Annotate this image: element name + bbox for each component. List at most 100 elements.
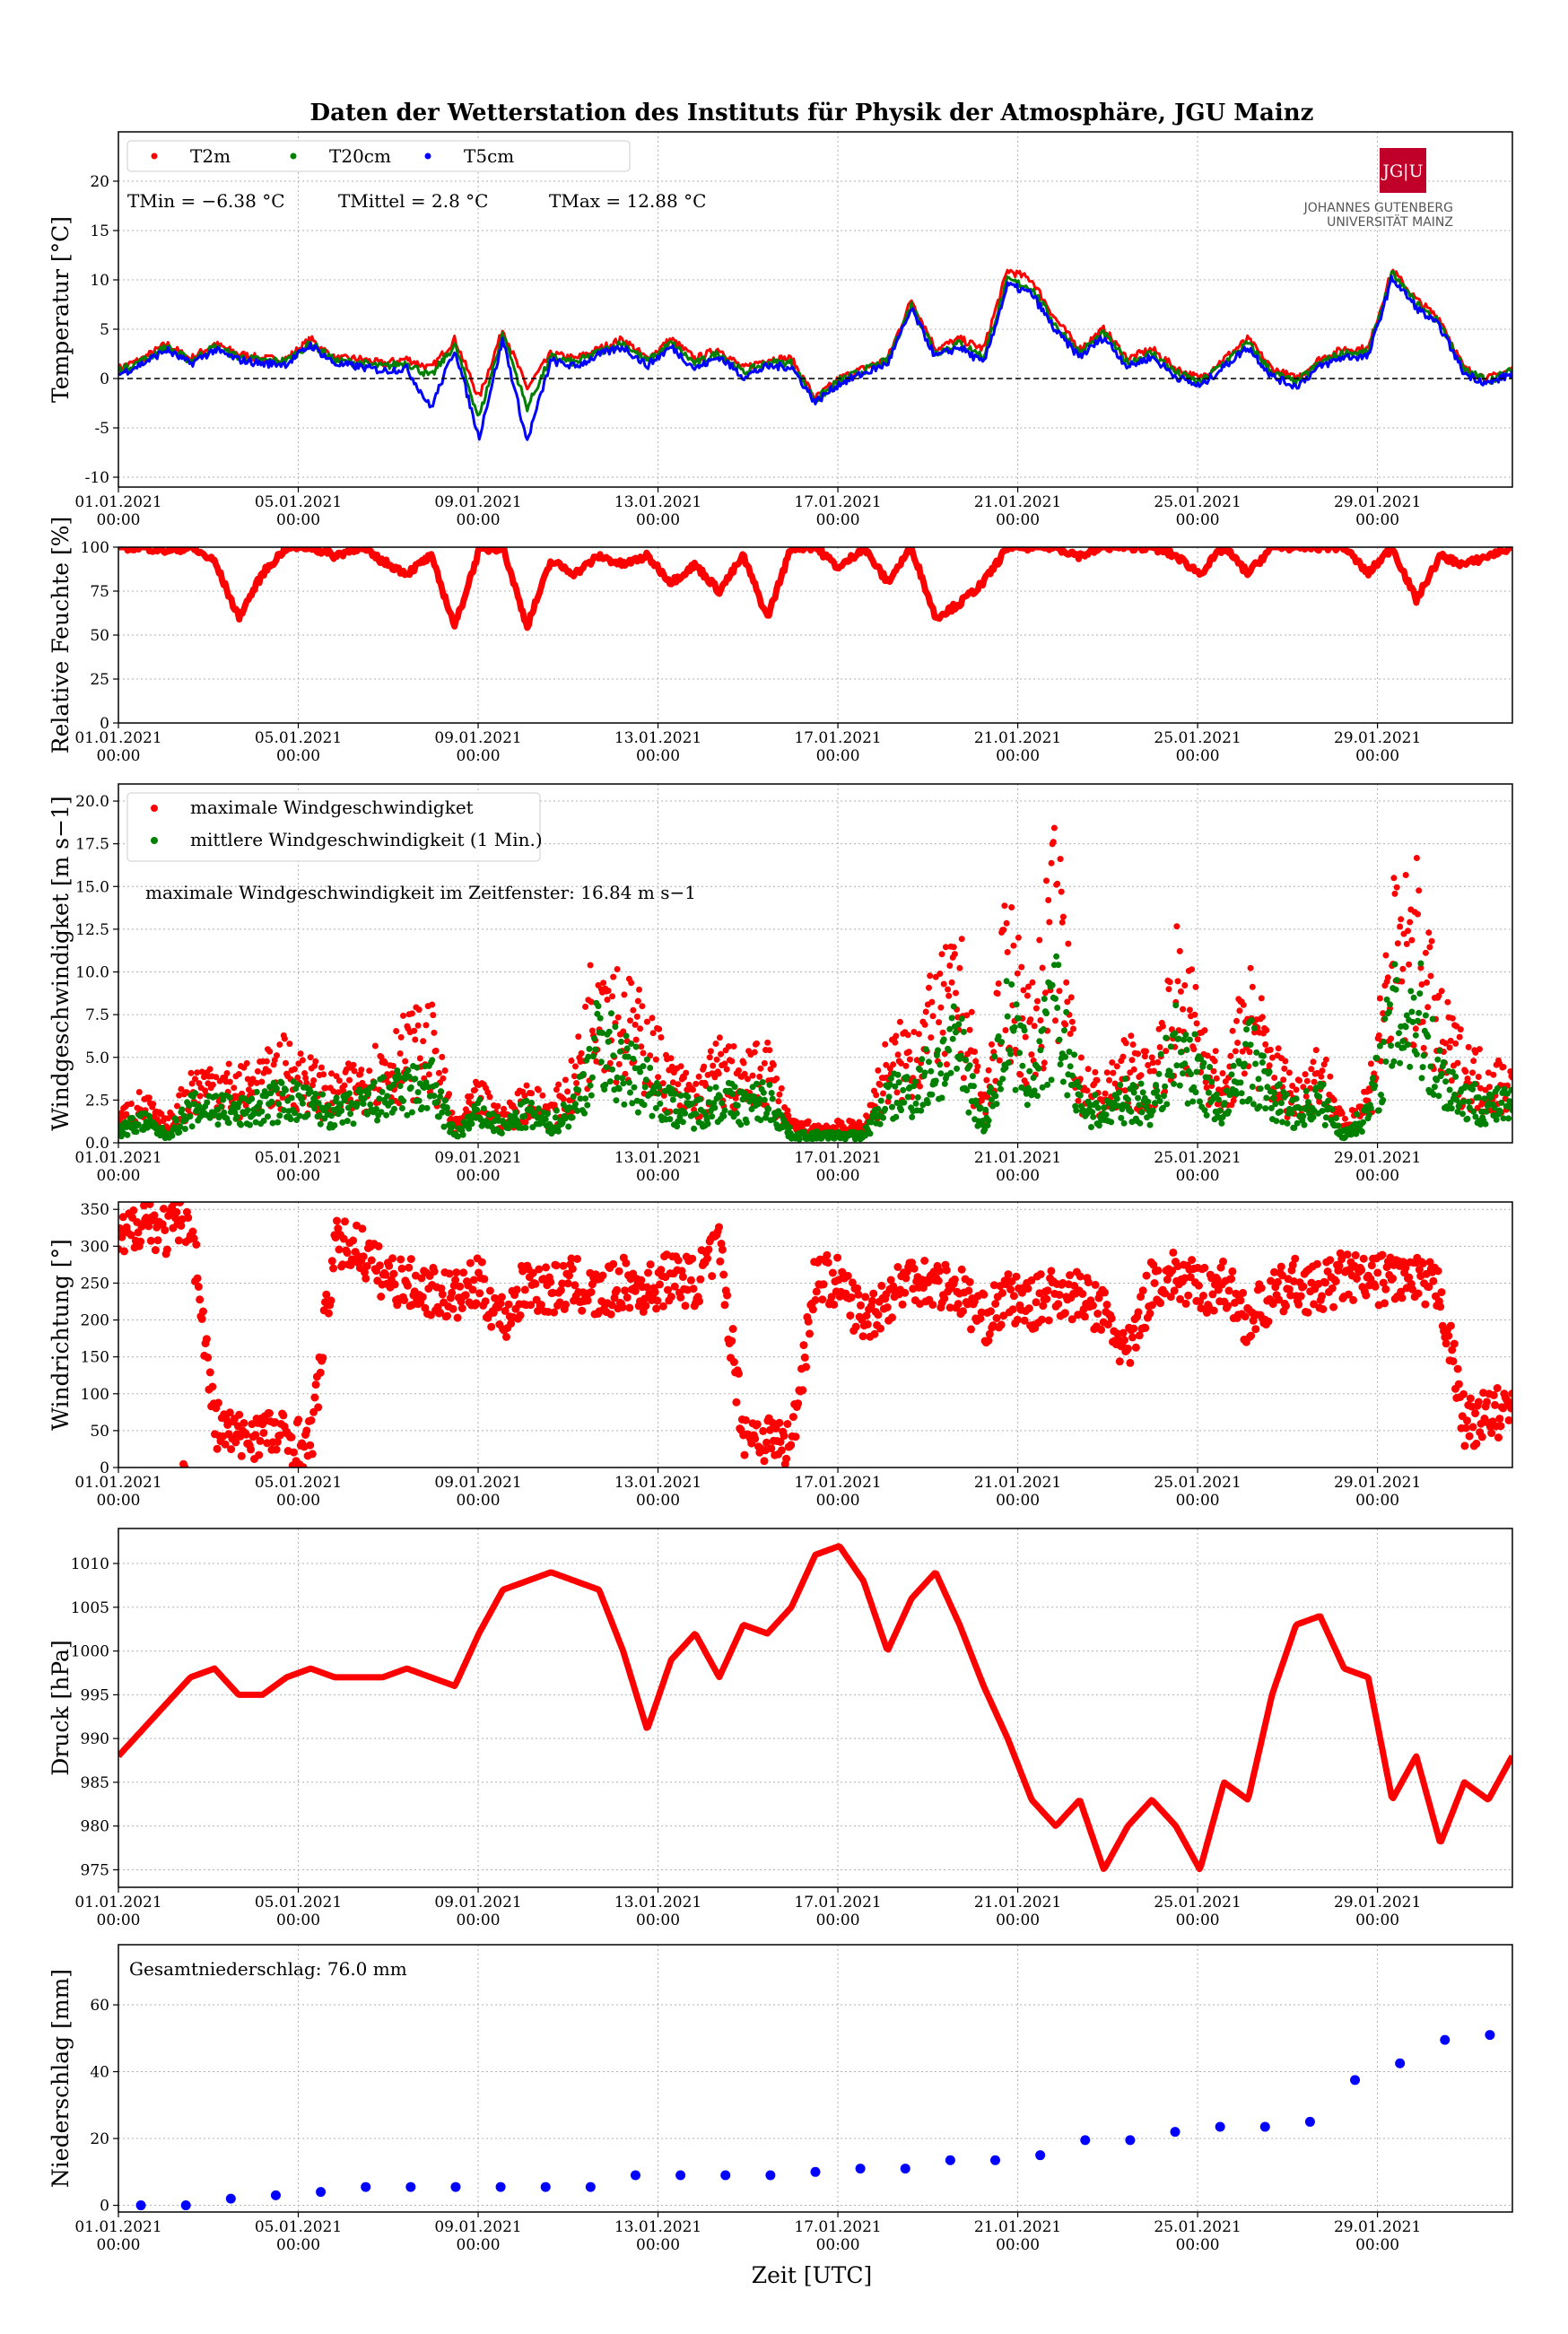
- wind-speed-point: [1251, 1024, 1258, 1032]
- y-tick-label: 0: [100, 2198, 109, 2216]
- wind-speed-point: [1471, 1081, 1478, 1087]
- wind-speed-point: [1328, 1106, 1336, 1113]
- wind-direction-point: [1468, 1423, 1477, 1432]
- wind-direction-point: [666, 1293, 675, 1302]
- wind-speed-point: [754, 1040, 760, 1047]
- wind-direction-point: [406, 1255, 415, 1264]
- wind-speed-point: [307, 1088, 314, 1095]
- wind-speed-point: [756, 1095, 763, 1102]
- wind-speed-point: [921, 1021, 928, 1028]
- wind-direction-point: [945, 1303, 954, 1312]
- precipitation-point: [1304, 2116, 1315, 2127]
- y-tick-label: 0: [100, 370, 109, 388]
- wind-speed-point: [176, 1128, 183, 1136]
- wind-speed-point: [1494, 1084, 1501, 1092]
- wind-speed-point: [1433, 1076, 1441, 1084]
- x-tick-label-date: 21.01.2021: [974, 1474, 1061, 1492]
- wind-direction-point: [1008, 1305, 1017, 1314]
- wind-direction-point: [631, 1286, 640, 1295]
- y-tick-label: 995: [81, 1686, 109, 1704]
- panel-wind_direction: 05010015020025030035001.01.202100:0005.0…: [48, 1201, 1513, 1510]
- wind-speed-point: [1200, 1059, 1207, 1067]
- wind-direction-point: [934, 1276, 943, 1285]
- wind-speed-point: [1263, 1027, 1270, 1033]
- wind-speed-point: [1062, 1021, 1069, 1028]
- wind-speed-point: [1061, 1027, 1067, 1034]
- wind-speed-point: [1424, 1033, 1432, 1041]
- wind-speed-point: [657, 1100, 664, 1107]
- wind-speed-point: [595, 1003, 602, 1010]
- x-tick-label-time: 00:00: [1355, 1912, 1399, 1929]
- legend-marker: [424, 152, 431, 160]
- wind-speed-point: [614, 1074, 621, 1081]
- wind-speed-point: [649, 1030, 657, 1037]
- wind-speed-point: [612, 1023, 619, 1031]
- wind-speed-point: [412, 1036, 419, 1043]
- x-tick-label-time: 00:00: [816, 1492, 860, 1510]
- wind-speed-point: [606, 1078, 614, 1085]
- wind-speed-point: [1020, 987, 1027, 994]
- wind-direction-point: [481, 1297, 490, 1306]
- wind-speed-point: [1191, 1031, 1198, 1038]
- wind-direction-point: [1459, 1389, 1468, 1398]
- wind-direction-point: [861, 1293, 870, 1302]
- wind-direction-point: [997, 1320, 1006, 1329]
- wind-direction-point: [1278, 1271, 1287, 1280]
- wind-speed-point: [876, 1120, 884, 1128]
- wind-speed-point: [1382, 952, 1389, 959]
- wind-direction-point: [762, 1438, 771, 1447]
- wind-speed-point: [1159, 1023, 1166, 1030]
- wind-speed-point: [1156, 1098, 1163, 1104]
- wind-direction-point: [717, 1240, 726, 1248]
- wind-speed-point: [570, 1093, 577, 1100]
- wind-speed-point: [928, 1067, 935, 1075]
- wind-speed-point: [1470, 1058, 1477, 1065]
- wind-direction-point: [1321, 1278, 1329, 1287]
- wind-direction-point: [279, 1411, 288, 1420]
- wind-direction-point: [251, 1431, 260, 1440]
- wind-speed-point: [599, 1030, 605, 1036]
- x-tick-label-time: 00:00: [276, 747, 320, 765]
- wind-speed-point: [328, 1070, 335, 1077]
- wind-speed-point: [361, 1095, 368, 1102]
- x-tick-label-date: 05.01.2021: [255, 1149, 342, 1167]
- wind-direction-point: [1398, 1293, 1407, 1302]
- wind-speed-point: [1470, 1108, 1477, 1115]
- y-tick-label: 60: [90, 1997, 109, 2015]
- wind-speed-point: [1180, 1036, 1188, 1043]
- wind-speed-point: [535, 1086, 542, 1093]
- wind-speed-point: [1427, 972, 1434, 980]
- wind-speed-point: [1393, 977, 1400, 984]
- wind-speed-point: [876, 1081, 884, 1088]
- panel-pressure: 97598098599099510001005101001.01.202100:…: [48, 1528, 1513, 1929]
- wind-direction-point: [653, 1296, 662, 1305]
- wind-speed-point: [592, 1046, 599, 1053]
- wind-speed-point: [1462, 1068, 1469, 1076]
- wind-speed-point: [1037, 1047, 1044, 1054]
- x-tick-label-date: 05.01.2021: [255, 493, 342, 511]
- wind-direction-point: [678, 1273, 687, 1281]
- wind-direction-point: [146, 1236, 155, 1245]
- wind-direction-point: [531, 1279, 540, 1288]
- wind-speed-point: [963, 1087, 971, 1093]
- wind-speed-point: [1454, 1059, 1461, 1067]
- wind-speed-point: [370, 1079, 378, 1086]
- wind-speed-point: [400, 1097, 406, 1104]
- y-tick-label: 15: [90, 222, 109, 240]
- wind-speed-point: [609, 993, 616, 1000]
- wind-speed-point: [1498, 1099, 1505, 1106]
- wind-speed-point: [1197, 1098, 1203, 1105]
- precipitation-point: [1350, 2075, 1361, 2086]
- wind-direction-point: [720, 1301, 729, 1310]
- y-tick-label: 0: [100, 715, 109, 733]
- wind-direction-point: [1239, 1288, 1248, 1297]
- y-tick-label: 100: [81, 539, 109, 557]
- wind-speed-point: [764, 1039, 771, 1046]
- wind-speed-point: [796, 1136, 803, 1143]
- wind-speed-point: [1059, 1078, 1067, 1085]
- wind-speed-point: [1218, 1119, 1225, 1127]
- wind-direction-point: [674, 1256, 683, 1265]
- wind-direction-point: [227, 1445, 236, 1454]
- series-line-T5cm: [118, 274, 1512, 441]
- wind-speed-point: [1390, 1058, 1398, 1065]
